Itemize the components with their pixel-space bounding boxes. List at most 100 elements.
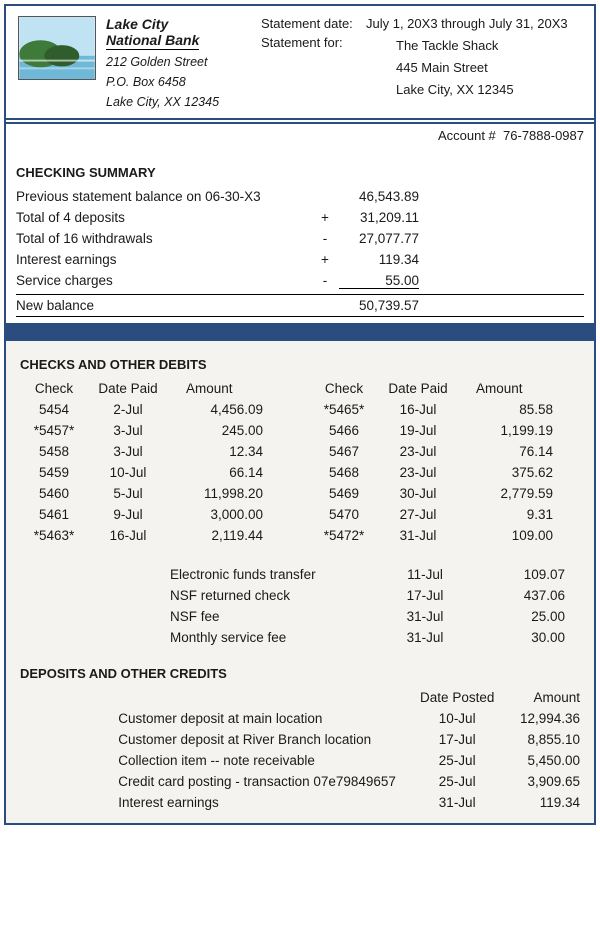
credit-amount: 119.34 [501,795,580,810]
check-date: 3-Jul [88,423,168,438]
credits-section: DEPOSITS AND OTHER CREDITS Date Posted A… [6,658,594,823]
bank-address: 212 Golden Street P.O. Box 6458 Lake Cit… [106,52,251,112]
statement-meta: Statement date: July 1, 20X3 through Jul… [261,16,582,105]
summary-amount: 55.00 [339,273,419,289]
bank-name-line2: National Bank [106,32,199,50]
check-row: 545910-Jul66.14 [20,462,290,483]
check-date: 9-Jul [88,507,168,522]
credit-amount: 3,909.65 [501,774,580,789]
check-amount: 375.62 [458,465,553,480]
credits-header: Date Posted Amount [20,687,580,708]
check-amount: 9.31 [458,507,553,522]
check-number: *5465* [310,402,378,417]
summary-amount: 46,543.89 [339,189,419,204]
other-debits: Electronic funds transfer11-Jul109.07 NSF… [20,564,580,648]
summary-sign: + [311,210,339,225]
check-number: 5467 [310,444,378,459]
check-amount: 11,998.20 [168,486,263,501]
summary-row: Total of 4 deposits+31,209.11 [16,207,584,228]
summary-sign: - [311,231,339,246]
check-date: 10-Jul [88,465,168,480]
check-date: 30-Jul [378,486,458,501]
statement-date-value: July 1, 20X3 through July 31, 20X3 [366,16,582,31]
check-date: 31-Jul [378,528,458,543]
other-debit-date: 31-Jul [380,609,470,624]
credit-row: Interest earnings31-Jul119.34 [20,792,580,813]
summary-sign: - [311,273,339,288]
check-number: 5470 [310,507,378,522]
col-amount: Amount [458,381,553,396]
summary-row: Total of 16 withdrawals-27,077.77 [16,228,584,249]
check-number: *5457* [20,423,88,438]
check-date: 5-Jul [88,486,168,501]
check-amount: 2,779.59 [458,486,553,501]
other-debit-row: NSF fee31-Jul25.00 [20,606,580,627]
check-row: 546930-Jul2,779.59 [310,483,580,504]
check-row: 54542-Jul4,456.09 [20,399,290,420]
check-amount: 4,456.09 [168,402,263,417]
summary-title: CHECKING SUMMARY [16,165,584,180]
check-date: 19-Jul [378,423,458,438]
check-row: 546723-Jul76.14 [310,441,580,462]
check-number: 5458 [20,444,88,459]
check-number: 5460 [20,486,88,501]
credit-date: 25-Jul [413,753,501,768]
col-check: Check [310,381,378,396]
checks-table: Check Date Paid Amount 54542-Jul4,456.09… [20,378,580,546]
summary-amount: 27,077.77 [339,231,419,246]
credits-title: DEPOSITS AND OTHER CREDITS [20,666,580,681]
check-amount: 12.34 [168,444,263,459]
check-row: *5472*31-Jul109.00 [310,525,580,546]
new-balance-row: New balance 50,739.57 [16,294,584,317]
checks-col-right: Check Date Paid Amount *5465*16-Jul85.58… [310,378,580,546]
other-debit-desc: Monthly service fee [170,630,380,645]
bank-name: Lake City National Bank [106,16,251,50]
credit-desc: Customer deposit at main location [118,711,413,726]
credit-date: 25-Jul [413,774,501,789]
summary-desc: Total of 4 deposits [16,210,311,225]
account-number: 76-7888-0987 [503,128,584,143]
check-amount: 109.00 [458,528,553,543]
debits-title: CHECKS AND OTHER DEBITS [20,357,580,372]
statement-for-block: The Tackle Shack 445 Main Street Lake Ci… [366,35,582,101]
credit-row: Collection item -- note receivable25-Jul… [20,750,580,771]
bank-addr-3: Lake City, XX 12345 [106,92,251,112]
check-number: 5454 [20,402,88,417]
summary-desc: Interest earnings [16,252,311,267]
checks-col-left: Check Date Paid Amount 54542-Jul4,456.09… [20,378,290,546]
check-row: *5457*3-Jul245.00 [20,420,290,441]
check-amount: 2,119.44 [168,528,263,543]
check-row: 54583-Jul12.34 [20,441,290,462]
checks-right-rows: *5465*16-Jul85.58546619-Jul1,199.1954672… [310,399,580,546]
debits-section: CHECKS AND OTHER DEBITS Check Date Paid … [6,341,594,658]
check-row: 546823-Jul375.62 [310,462,580,483]
credit-date: 31-Jul [413,795,501,810]
check-number: 5468 [310,465,378,480]
summary-desc: Service charges [16,273,311,288]
check-number: 5459 [20,465,88,480]
section-divider-bar [6,323,594,341]
other-debit-amount: 25.00 [470,609,565,624]
summary-row: Service charges-55.00 [16,270,584,292]
other-debit-row: Electronic funds transfer11-Jul109.07 [20,564,580,585]
credits-rows: Customer deposit at main location10-Jul 1… [20,708,580,813]
check-date: 16-Jul [378,402,458,417]
check-amount: 3,000.00 [168,507,263,522]
summary-sign: + [311,252,339,267]
check-number: *5463* [20,528,88,543]
other-debit-amount: 437.06 [470,588,565,603]
col-amount: Amount [168,381,263,396]
summary-amount: 31,209.11 [339,210,419,225]
credit-amount: 8,855.10 [501,732,580,747]
credit-desc: Collection item -- note receivable [118,753,413,768]
check-amount: 76.14 [458,444,553,459]
bank-name-line1: Lake City [106,16,168,32]
other-debit-row: Monthly service fee31-Jul30.00 [20,627,580,648]
credit-date: 10-Jul [413,711,501,726]
bank-addr-1: 212 Golden Street [106,52,251,72]
check-row: 546619-Jul1,199.19 [310,420,580,441]
check-date: 16-Jul [88,528,168,543]
check-number: *5472* [310,528,378,543]
checking-summary: CHECKING SUMMARY Previous statement bala… [6,149,594,323]
new-balance-amount: 50,739.57 [339,298,419,313]
